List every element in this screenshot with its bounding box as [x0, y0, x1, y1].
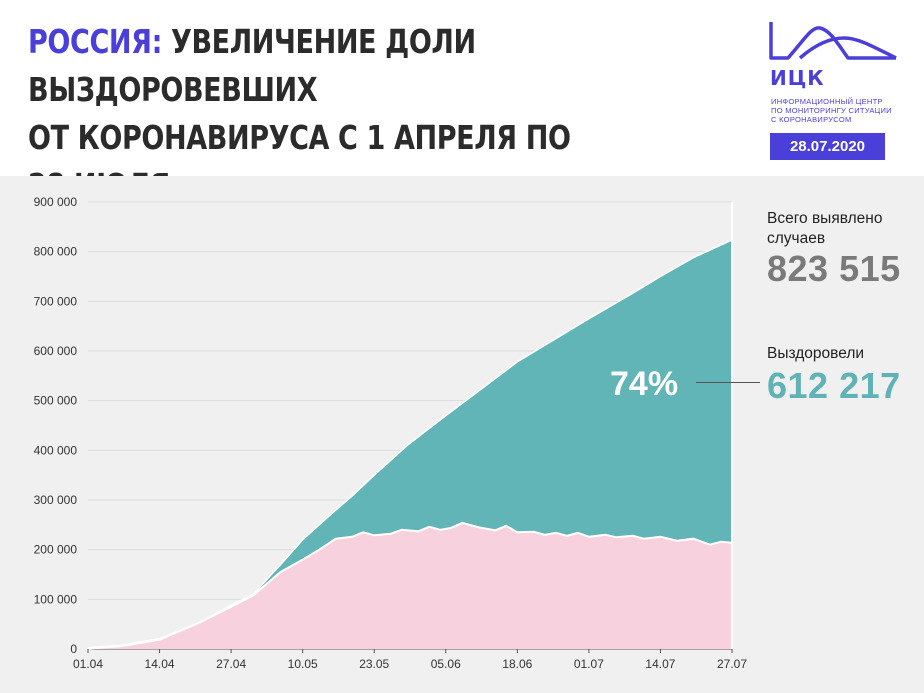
date-badge: 28.07.2020 — [770, 133, 885, 160]
y-tick-label: 600 000 — [34, 344, 78, 358]
recovered-share: 74% — [610, 365, 679, 403]
logo-mark-icon — [769, 22, 897, 60]
title-accent: РОССИЯ: — [28, 22, 162, 61]
x-tick-label: 18.06 — [502, 657, 532, 671]
recovered-value: 612 217 — [767, 365, 901, 406]
y-tick-label: 500 000 — [34, 394, 78, 408]
title-line-1: РОССИЯ: УВЕЛИЧЕНИЕ ДОЛИ ВЫЗДОРОВЕВШИХ — [28, 18, 602, 114]
y-tick-label: 200 000 — [34, 543, 78, 557]
chart-areas — [87, 202, 733, 650]
x-tick-label: 23.05 — [359, 657, 389, 671]
x-tick-label: 14.07 — [645, 657, 675, 671]
x-tick-label: 27.04 — [216, 657, 246, 671]
y-tick-label: 0 — [70, 642, 77, 656]
total-cases-line — [87, 239, 733, 649]
x-tick-label: 01.04 — [73, 657, 103, 671]
logo-subtitle-line: ИНФОРМАЦИОННЫЙ ЦЕНТР — [771, 97, 883, 106]
logo-subtitle: ИНФОРМАЦИОННЫЙ ЦЕНТР ПО МОНИТОРИНГУ СИТУ… — [771, 97, 921, 124]
title-text: УВЕЛИЧЕНИЕ ДОЛИ ВЫЗДОРОВЕВШИХ — [28, 22, 476, 109]
x-axis-ticks: 01.04 14.04 27.04 10.05 23.05 05.06 18.06 01.07… — [73, 649, 747, 671]
x-tick-label: 27.07 — [717, 657, 747, 671]
total-cases-label: Всего выявлено случаев — [767, 210, 883, 247]
y-tick-label: 400 000 — [34, 443, 78, 457]
share-connector-line — [696, 382, 760, 383]
x-tick-label: 14.04 — [145, 657, 175, 671]
header: РОССИЯ: УВЕЛИЧЕНИЕ ДОЛИ ВЫЗДОРОВЕВШИХ ОТ… — [0, 0, 924, 205]
logo-subtitle-line: ПО МОНИТОРИНГУ СИТУАЦИИ — [771, 106, 892, 115]
y-tick-label: 700 000 — [34, 294, 78, 308]
x-tick-label: 05.06 — [431, 657, 461, 671]
recovered-label: Выздоровели — [767, 345, 865, 362]
logo-name: ИЦК — [770, 66, 825, 90]
logo-subtitle-line: С КОРОНАВИРУСОМ — [771, 115, 852, 124]
x-tick-label: 10.05 — [288, 657, 318, 671]
y-tick-label: 900 000 — [34, 195, 78, 209]
recovered-area — [88, 522, 732, 649]
y-axis-ticks: 0 100 000 200 000 300 000 400 000 500 000 600 … — [34, 195, 78, 656]
y-tick-label: 800 000 — [34, 245, 78, 259]
y-tick-label: 100 000 — [34, 592, 78, 606]
y-tick-label: 300 000 — [34, 493, 78, 507]
total-cases-value: 823 515 — [767, 248, 901, 289]
recovered-line — [87, 521, 733, 650]
x-tick-label: 01.07 — [574, 657, 604, 671]
